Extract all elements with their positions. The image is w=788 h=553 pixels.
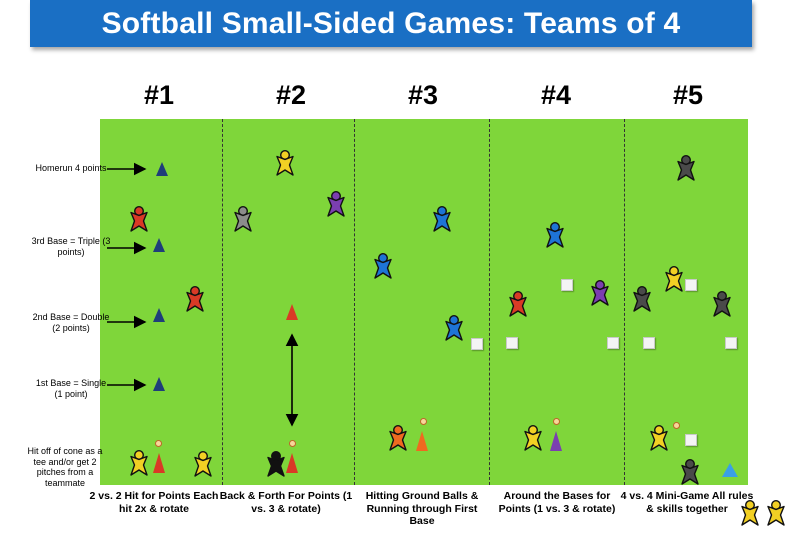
game-number-1: #1: [143, 80, 175, 110]
player-icon: [741, 499, 759, 526]
base-icon: [471, 338, 483, 350]
player-icon: [267, 450, 285, 477]
first-base-cone-icon: [153, 377, 165, 391]
player-icon: [677, 154, 695, 181]
field-divider: [624, 119, 625, 485]
player-icon: [509, 290, 527, 317]
first-base-label: 1st Base = Single (1 point): [35, 378, 107, 399]
page-title: Softball Small-Sided Games: Teams of 4: [101, 7, 681, 40]
tee-cone-icon: [286, 453, 298, 473]
game-number-5: #5: [672, 80, 704, 110]
player-icon: [186, 285, 204, 312]
field-divider: [489, 119, 490, 485]
homerun-cone-icon: [156, 162, 168, 176]
base-icon: [506, 337, 518, 349]
base-icon: [685, 434, 697, 446]
game-number-2: #2: [275, 80, 307, 110]
player-icon: [633, 285, 651, 312]
player-icon: [445, 314, 463, 341]
cone-icon: [722, 463, 738, 477]
player-icon: [546, 221, 564, 248]
player-icon: [234, 205, 252, 232]
third-base-label: 3rd Base = Triple (3 points): [31, 236, 111, 257]
ball-icon: [154, 439, 162, 447]
player-icon: [276, 149, 294, 176]
player-icon: [433, 205, 451, 232]
player-icon: [327, 190, 345, 217]
title-banner: Softball Small-Sided Games: Teams of 4: [30, 0, 752, 47]
game-1-caption: 2 vs. 2 Hit for Points Each hit 2x & rot…: [89, 490, 219, 515]
base-icon: [643, 337, 655, 349]
player-icon: [389, 424, 407, 451]
back-forth-arrow: [285, 333, 299, 427]
player-icon: [713, 290, 731, 317]
player-icon: [591, 279, 609, 306]
tee-cone-icon: [416, 431, 428, 451]
game-number-3: #3: [407, 80, 439, 110]
player-icon: [130, 449, 148, 476]
zone-arrows: [107, 162, 147, 392]
player-icon: [767, 499, 785, 526]
base-icon: [725, 337, 737, 349]
field-divider: [222, 119, 223, 485]
tee-cone-icon: [153, 453, 165, 473]
game-number-4: #4: [540, 80, 572, 110]
ball-icon: [552, 417, 560, 425]
ball-icon: [672, 421, 680, 429]
base-icon: [685, 279, 697, 291]
base-icon: [561, 279, 573, 291]
ball-icon: [419, 417, 427, 425]
game-2-caption: Back & Forth For Points (1 vs. 3 & rotat…: [219, 490, 353, 515]
player-icon: [130, 205, 148, 232]
base-icon: [607, 337, 619, 349]
hit-label: Hit off of cone as a tee and/or get 2 pi…: [27, 446, 103, 488]
player-icon: [650, 424, 668, 451]
tee-cone-icon: [550, 431, 562, 451]
game-4-caption: Around the Bases for Points (1 vs. 3 & r…: [498, 490, 616, 515]
player-icon: [374, 252, 392, 279]
game-5-caption: 4 vs. 4 Mini-Game All rules & skills tog…: [620, 490, 754, 515]
player-icon: [194, 450, 212, 477]
player-icon: [681, 458, 699, 485]
game-3-caption: Hitting Ground Balls & Running through F…: [365, 490, 479, 527]
field-divider: [354, 119, 355, 485]
player-icon: [665, 265, 683, 292]
cone-icon: [286, 304, 298, 320]
player-icon: [524, 424, 542, 451]
second-base-cone-icon: [153, 308, 165, 322]
third-base-cone-icon: [153, 238, 165, 252]
second-base-label: 2nd Base = Double (2 points): [32, 312, 110, 333]
homerun-label: Homerun 4 points: [35, 163, 107, 173]
ball-icon: [288, 439, 296, 447]
